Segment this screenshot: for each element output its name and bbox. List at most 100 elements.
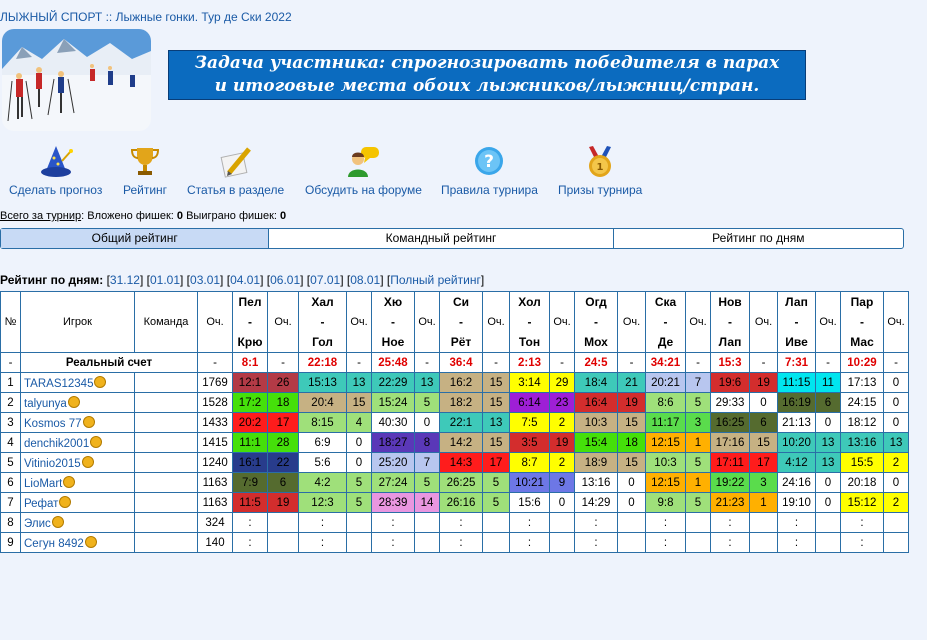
player-link[interactable]: Рефат [24, 497, 59, 510]
player-cell: Vitinio2015 [20, 452, 135, 473]
real-score-points: - [346, 352, 372, 373]
full-rating-link[interactable]: Полный рейтинг [390, 273, 481, 287]
forecast-points: 13 [883, 432, 909, 453]
day-link[interactable]: 31.12 [109, 273, 140, 287]
day-link[interactable]: 03.01 [190, 273, 221, 287]
header-pair-points: Оч. [549, 291, 575, 353]
help-icon: ? [475, 147, 504, 175]
player-link[interactable]: talyunya [24, 397, 67, 410]
header-num: № [0, 291, 21, 353]
team-cell [134, 472, 198, 493]
player-link[interactable]: Kosmos 77 [24, 417, 82, 430]
forecast-points: 3 [685, 412, 711, 433]
tab-daily-rating[interactable]: Рейтинг по дням [712, 231, 805, 245]
breadcrumb-section-link[interactable]: ЛЫЖНЫЙ СПОРТ [0, 10, 103, 24]
forecast-points [549, 532, 575, 553]
day-link[interactable]: 01.01 [149, 273, 180, 287]
forecast-cell: : [439, 512, 483, 533]
forum-button[interactable]: Обсудить на форуме [305, 145, 422, 197]
totals-link[interactable]: Всего за турнир [0, 210, 82, 222]
invested-value: 0 [176, 210, 184, 222]
forecast-points: 13 [815, 432, 841, 453]
player-link[interactable]: LioMart [24, 477, 63, 490]
real-score: 34:21 [645, 352, 686, 373]
day-link[interactable]: 07.01 [310, 273, 341, 287]
forecast-cell: 24:16 [777, 472, 816, 493]
real-score-points: - [685, 352, 711, 373]
forecast-points: 13 [815, 452, 841, 473]
pair-header-line: Ска [654, 295, 677, 309]
player-link[interactable]: Сегун 8492 [24, 537, 84, 550]
forecast-cell: : [509, 512, 550, 533]
forecast-points [414, 532, 440, 553]
forecast-points [685, 532, 711, 553]
forecast-points: 0 [815, 412, 841, 433]
forecast-cell: 15:4 [574, 432, 618, 453]
forecast-cell: : [232, 512, 268, 533]
day-link[interactable]: 06.01 [270, 273, 301, 287]
real-score-points: - [414, 352, 440, 373]
forecast-points [815, 512, 841, 533]
forecast-points [549, 512, 575, 533]
rules-button[interactable]: ? Правила турнира [441, 145, 538, 197]
forecast-points [617, 532, 646, 553]
forecast-points: 17 [749, 452, 778, 473]
player-link[interactable]: TARAS12345 [24, 377, 94, 390]
pair-header-line: Нов [718, 295, 742, 309]
real-score: 2:13 [509, 352, 550, 373]
team-cell [134, 412, 198, 433]
day-link[interactable]: 08.01 [350, 273, 381, 287]
pair-header-line: Хю [383, 295, 403, 309]
forecast-points [883, 532, 909, 553]
forecast-points: 23 [549, 392, 575, 413]
pair-header: Лап - Иве [777, 291, 816, 353]
forecast-points: 0 [883, 392, 909, 413]
forecast-cell: 12:15 [645, 432, 686, 453]
article-label: Статья в разделе [187, 183, 285, 197]
forecast-points: 8 [414, 432, 440, 453]
pair-header-line: - [663, 315, 668, 329]
forecast-cell: : [439, 532, 483, 553]
forecast-cell: 15:12 [840, 492, 884, 513]
forecast-cell: 19:10 [777, 492, 816, 513]
forum-label: Обсудить на форуме [305, 183, 422, 197]
prizes-button[interactable]: 1 Призы турнира [558, 145, 642, 197]
tab-team-rating[interactable]: Командный рейтинг [269, 229, 614, 248]
pair-header-line: Огд [585, 295, 607, 309]
banner-line-2: и итоговые места обоих лыжников/лыжниц/с… [214, 76, 760, 96]
player-link[interactable]: Элис [24, 517, 51, 530]
pair-header-line: - [794, 315, 799, 329]
article-button[interactable]: Статья в разделе [187, 145, 284, 197]
medal-icon [67, 395, 80, 408]
player-link[interactable]: Vitinio2015 [24, 457, 81, 470]
forecast-cell: 24:15 [840, 392, 884, 413]
forecast-cell: 18:12 [840, 412, 884, 433]
table-row: 4 denchik2001 1415 11:1 28 6:9 0 18:27 8 14:2 15 3:… [0, 432, 909, 453]
forecast-cell: 26:16 [439, 492, 483, 513]
pair-header-line: Мас [850, 335, 874, 349]
forecast-points: 6 [815, 392, 841, 413]
real-score-points: - [549, 352, 575, 373]
forecast-points: 19 [749, 372, 778, 393]
table-row: 7 Рефат 1163 11:5 19 12:3 5 28:39 14 26:16 5 15:6 0 1… [0, 492, 909, 513]
forecast-cell: 12:3 [298, 492, 347, 513]
rating-button[interactable]: Рейтинг [123, 145, 167, 197]
tab-general-rating[interactable]: Общий рейтинг [1, 229, 270, 248]
forecast-cell: 11:15 [777, 372, 816, 393]
forecast-points: 9 [549, 472, 575, 493]
day-link[interactable]: 04.01 [230, 273, 261, 287]
team-cell [134, 432, 198, 453]
pair-header-line: - [248, 315, 252, 329]
forecast-cell: : [574, 512, 618, 533]
forecast-cell: 16:25 [710, 412, 750, 433]
breadcrumb-page-link[interactable]: Лыжные гонки. Тур де Ски 2022 [115, 10, 292, 24]
player-link[interactable]: denchik2001 [24, 437, 90, 450]
pair-header-line: Хол [518, 295, 541, 309]
forecast-cell: : [371, 532, 415, 553]
real-score: 15:3 [710, 352, 750, 373]
make-forecast-button[interactable]: Сделать прогноз [9, 145, 102, 197]
player-points: 1240 [197, 452, 233, 473]
forecast-points: 19 [267, 492, 299, 513]
forecast-points [414, 512, 440, 533]
forecast-points: 6 [267, 472, 299, 493]
